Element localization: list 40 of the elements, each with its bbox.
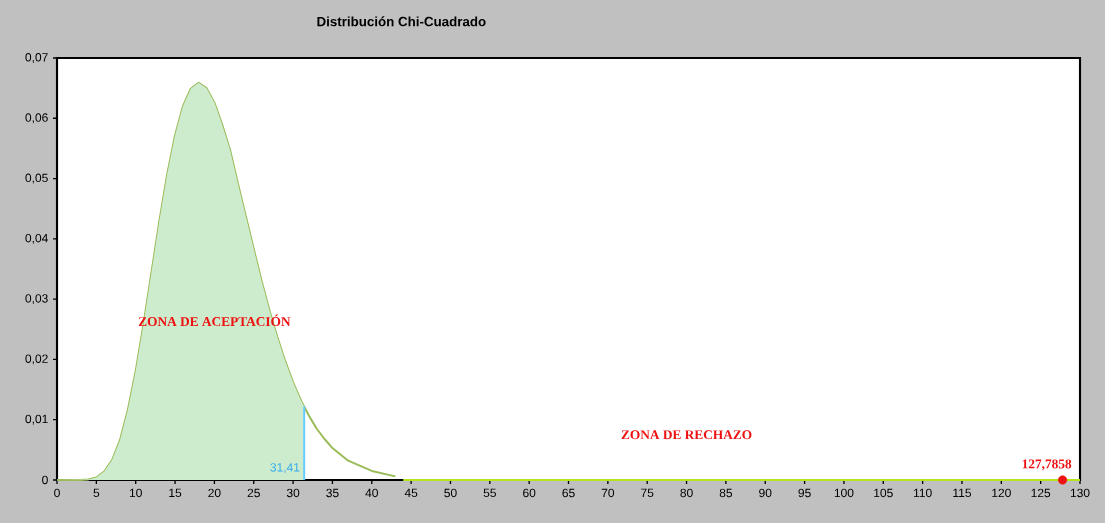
- x-tick-label: 120: [992, 488, 1011, 498]
- annotation: ZONA DE ACEPTACIÓN: [138, 314, 291, 327]
- y-tick-label: 0,02: [25, 354, 48, 365]
- x-tick-label: 20: [208, 488, 221, 498]
- annotation: ZONA DE RECHAZO: [621, 430, 752, 440]
- annotation: 127,7858: [1022, 459, 1072, 471]
- x-tick-label: 25: [247, 488, 260, 498]
- x-tick-label: 90: [759, 488, 772, 498]
- x-tick-label: 115: [953, 488, 972, 498]
- y-tick-label: 0,04: [25, 233, 48, 244]
- x-tick-label: 50: [444, 488, 457, 498]
- x-tick-label: 65: [562, 488, 575, 498]
- x-tick-label: 130: [1070, 488, 1090, 498]
- y-tick-label: 0: [42, 475, 48, 485]
- x-tick-label: 125: [1031, 488, 1051, 498]
- x-tick-label: 55: [483, 488, 496, 498]
- x-tick-label: 5: [93, 488, 100, 498]
- x-tick-label: 95: [798, 488, 811, 498]
- x-tick-label: 35: [326, 488, 339, 498]
- x-tick-label: 80: [680, 488, 693, 498]
- x-tick-label: 100: [834, 488, 854, 498]
- chart-title: Distribución Chi-Cuadrado: [317, 16, 486, 27]
- x-tick-label: 105: [874, 488, 893, 498]
- x-tick-label: 30: [286, 488, 300, 498]
- y-tick-label: 0,01: [25, 414, 48, 425]
- x-tick-label: 10: [129, 488, 142, 498]
- y-tick-label: 0,07: [25, 53, 48, 63]
- y-tick-label: 0,05: [25, 173, 48, 184]
- x-tick-label: 75: [641, 488, 654, 498]
- x-tick-label: 85: [719, 488, 733, 498]
- y-tick-label: 0,03: [25, 294, 48, 305]
- x-tick-label: 0: [54, 488, 60, 498]
- annotation: 31,41: [270, 463, 300, 474]
- x-tick-label: 15: [169, 488, 182, 498]
- x-tick-label: 40: [365, 488, 378, 498]
- x-tick-label: 70: [601, 488, 615, 498]
- y-tick-label: 0,06: [25, 113, 48, 124]
- x-tick-label: 110: [913, 488, 932, 498]
- x-tick-label: 45: [404, 488, 418, 498]
- x-tick-label: 60: [523, 488, 536, 498]
